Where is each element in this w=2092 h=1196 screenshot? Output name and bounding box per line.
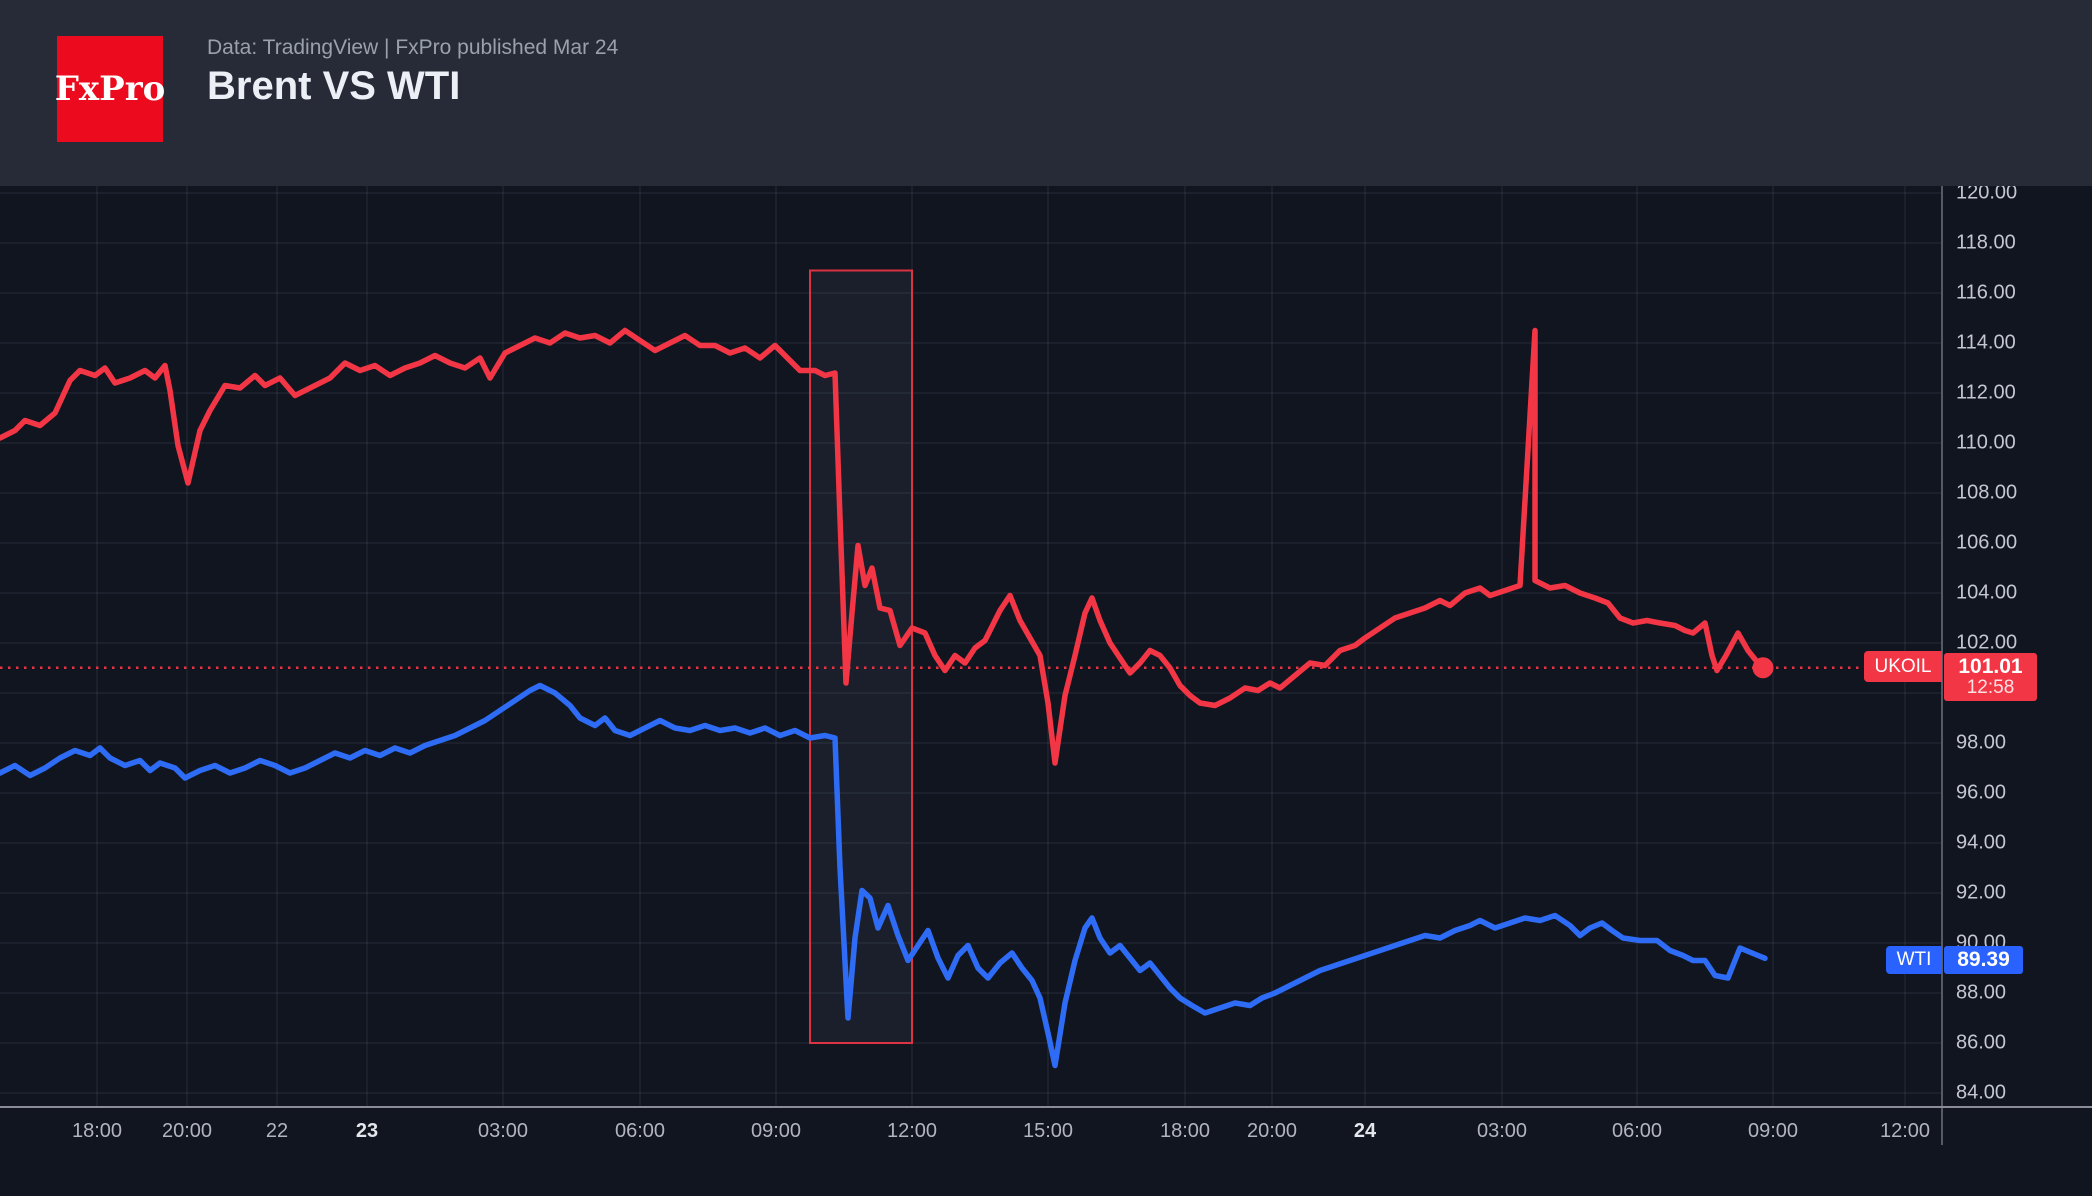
- price-tick-label: 86.00: [1956, 1031, 2007, 1054]
- time-tick-label: 22: [265, 1120, 289, 1142]
- price-tick-label: 112.00: [1956, 381, 2016, 404]
- time-tick-label: 03:00: [477, 1120, 529, 1142]
- wti-price-badge: 89.39: [1944, 946, 2023, 974]
- time-scale-line[interactable]: [0, 1106, 2092, 1108]
- price-tick-label: 102.00: [1956, 631, 2018, 654]
- time-tick-label-day: 23: [355, 1120, 379, 1142]
- time-tick-label: 20:00: [161, 1120, 213, 1142]
- ukoil-price-badge: 101.01 12:58: [1944, 653, 2037, 701]
- time-tick-label: 03:00: [1476, 1120, 1528, 1142]
- header-bar: FxPro Data: TradingView | FxPro publishe…: [0, 0, 2092, 186]
- price-tick-label: 84.00: [1956, 1081, 2007, 1104]
- time-tick-label: 09:00: [750, 1120, 802, 1142]
- fxpro-logo: FxPro: [54, 36, 166, 142]
- price-tick-label: 96.00: [1956, 781, 2007, 804]
- time-tick-label: 15:00: [1022, 1120, 1074, 1142]
- wti-tag-label: WTI: [1896, 949, 1932, 970]
- price-tick-label: 116.00: [1956, 281, 2016, 304]
- price-tick-label: 98.00: [1956, 731, 2007, 754]
- price-tick-label: 110.00: [1956, 431, 2016, 454]
- price-tick-label: 88.00: [1956, 981, 2007, 1004]
- chart-title: Brent VS WTI: [207, 64, 461, 108]
- brent-series-line[interactable]: [0, 327, 1766, 766]
- price-scale-separator[interactable]: [1941, 186, 1943, 1145]
- time-tick-label: 12:00: [886, 1120, 938, 1142]
- time-tick-label-day: 24: [1353, 1120, 1377, 1142]
- ukoil-last-dot: [1752, 657, 1774, 679]
- ukoil-last-price: 101.01: [1958, 655, 2023, 678]
- price-tick-label: 108.00: [1956, 481, 2018, 504]
- wti-series-line[interactable]: [0, 682, 1768, 1069]
- time-tick-label: 06:00: [1611, 1120, 1663, 1142]
- price-tick-label: 114.00: [1956, 331, 2016, 354]
- time-tick-label: 09:00: [1747, 1120, 1799, 1142]
- price-tick-label: 92.00: [1956, 881, 2007, 904]
- time-tick-label: 12:00: [1879, 1120, 1931, 1142]
- price-tick-label: 118.00: [1956, 231, 2016, 254]
- wti-series-tag: WTI: [1886, 946, 1942, 974]
- chart-source-caption: Data: TradingView | FxPro published Mar …: [207, 36, 619, 59]
- wti-last-price: 89.39: [1957, 948, 2010, 972]
- price-tick-label: 120.00: [1956, 181, 2018, 204]
- time-tick-label: 20:00: [1246, 1120, 1298, 1142]
- price-tick-label: 106.00: [1956, 531, 2018, 554]
- time-tick-label: 18:00: [1159, 1120, 1211, 1142]
- price-tick-label: 104.00: [1956, 581, 2018, 604]
- ukoil-series-tag: UKOIL: [1864, 651, 1942, 682]
- ukoil-countdown: 12:58: [1966, 677, 2015, 699]
- ukoil-tag-label: UKOIL: [1874, 655, 1932, 677]
- time-tick-label: 06:00: [614, 1120, 666, 1142]
- time-tick-label: 18:00: [71, 1120, 123, 1142]
- price-tick-label: 94.00: [1956, 831, 2007, 854]
- fxpro-logo-text: FxPro: [54, 69, 166, 109]
